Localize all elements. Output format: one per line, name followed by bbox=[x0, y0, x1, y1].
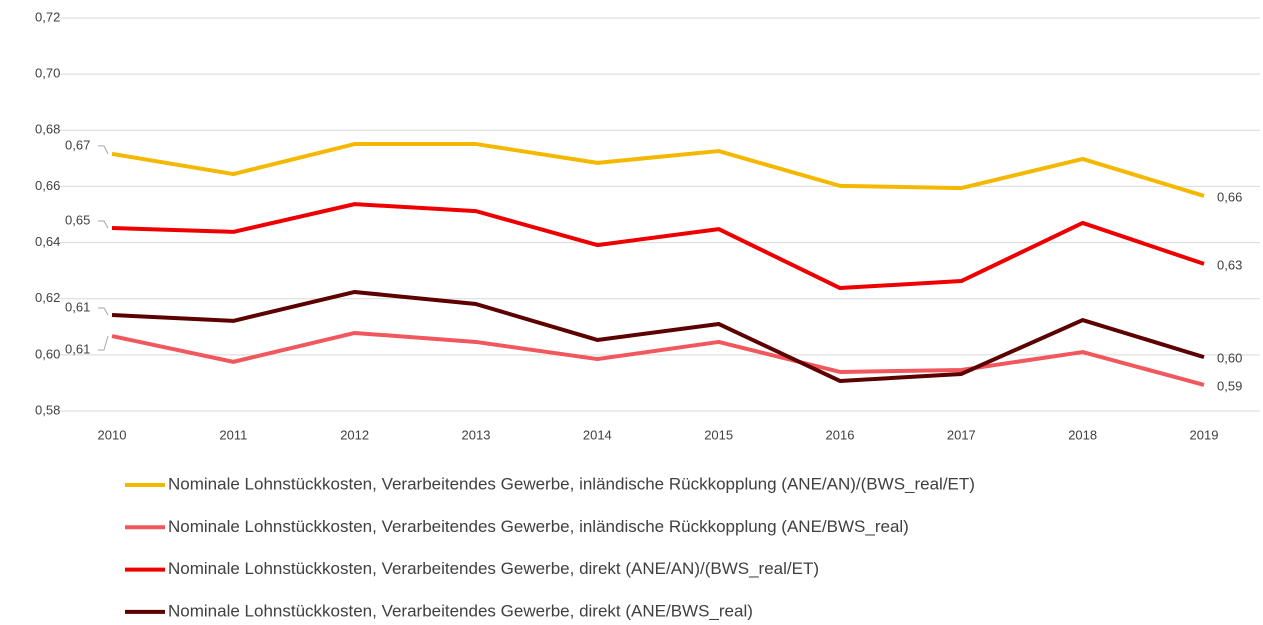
x-tick-label: 2017 bbox=[947, 427, 976, 442]
x-tick-label: 2015 bbox=[704, 427, 733, 442]
series-line bbox=[111, 289, 1205, 383]
y-tick-label: 0,70 bbox=[35, 66, 60, 81]
series-line bbox=[111, 142, 1205, 198]
x-tick-label: 2011 bbox=[219, 427, 247, 442]
y-tick-label: 0,64 bbox=[35, 234, 60, 249]
series-line bbox=[111, 202, 1205, 291]
x-tick-label: 2019 bbox=[1190, 427, 1219, 442]
legend-label: Nominale Lohnstückkosten, Verarbeitendes… bbox=[168, 517, 909, 536]
y-tick-label: 0,68 bbox=[35, 122, 60, 137]
data-label: 0,61 bbox=[65, 299, 90, 314]
x-tick-label: 2013 bbox=[462, 427, 491, 442]
data-label: 0,59 bbox=[1217, 378, 1242, 393]
x-tick-label: 2014 bbox=[583, 427, 612, 442]
legend-label: Nominale Lohnstückkosten, Verarbeitendes… bbox=[168, 474, 975, 493]
y-tick-label: 0,58 bbox=[35, 402, 60, 417]
series-line bbox=[111, 330, 1205, 387]
data-label: 0,63 bbox=[1217, 257, 1242, 272]
x-tick-label: 2012 bbox=[340, 427, 369, 442]
legend-label: Nominale Lohnstückkosten, Verarbeitendes… bbox=[168, 601, 753, 620]
x-tick-label: 2010 bbox=[98, 427, 127, 442]
y-tick-label: 0,72 bbox=[35, 9, 60, 24]
x-tick-label: 2016 bbox=[826, 427, 855, 442]
data-label: 0,61 bbox=[65, 341, 90, 356]
data-label: 0,66 bbox=[1217, 189, 1242, 204]
data-label: 0,65 bbox=[65, 212, 90, 227]
leader-line bbox=[98, 335, 109, 351]
leader-line bbox=[98, 220, 109, 229]
legend-label: Nominale Lohnstückkosten, Verarbeitendes… bbox=[168, 559, 819, 578]
data-label: 0,60 bbox=[1217, 351, 1242, 366]
y-tick-label: 0,66 bbox=[35, 178, 60, 193]
x-tick-label: 2018 bbox=[1068, 427, 1097, 442]
leader-line bbox=[98, 307, 109, 316]
y-tick-label: 0,60 bbox=[35, 346, 60, 361]
leader-line bbox=[98, 145, 109, 155]
data-label: 0,67 bbox=[65, 137, 90, 152]
y-tick-label: 0,62 bbox=[35, 290, 60, 305]
